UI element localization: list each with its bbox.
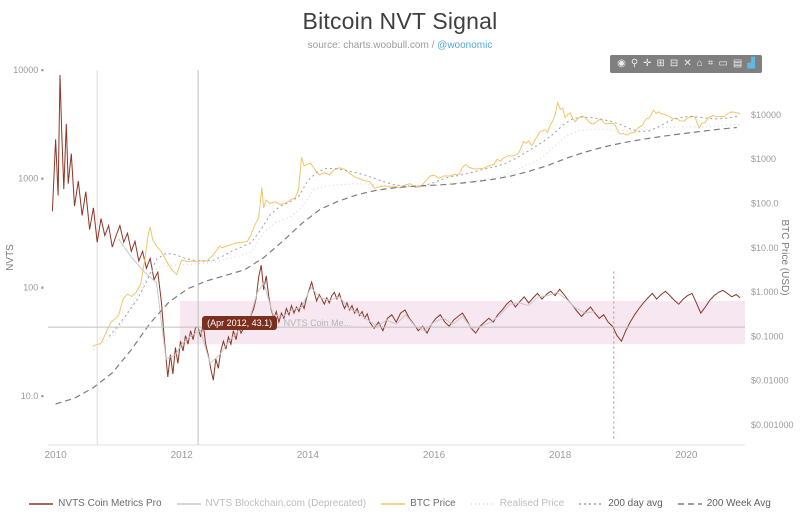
hover-tooltip: (Apr 2012, 43.1) NVTS Coin Me... (202, 316, 352, 331)
right-axis-title: BTC Price (USD) (779, 219, 790, 295)
legend-label-btc-price: BTC Price (410, 498, 456, 509)
zoom-out-icon[interactable]: ⊟ (669, 58, 679, 69)
legend-marker-realised-price (470, 502, 495, 505)
source-line: source: charts.woobull.com / @woonomic (0, 40, 800, 51)
left-tick-label: 100 ▪ (23, 282, 44, 292)
series-nvts-coin-metrics-pro (51, 74, 741, 381)
reset-axes-icon[interactable]: ⌂ (696, 58, 703, 69)
legend-marker-200-day-avg (579, 502, 604, 505)
right-tick-label: $0.1000 (751, 331, 784, 341)
legend-item-nvts-coin-metrics-pro[interactable]: NVTS Coin Metrics Pro (29, 498, 162, 509)
nvt-signal-chart: 2010 2012 2014 2016 2018 2020 10.0 ▪ 100 ▪ 1000 … (5, 65, 794, 461)
legend-marker-btc-price (381, 502, 406, 505)
right-tick-label: $10.00 (751, 243, 779, 253)
x-tick-label: 2012 (171, 450, 194, 461)
legend-label-realised-price: Realised Price (499, 498, 565, 509)
series-btc-price (92, 100, 741, 347)
zoom-icon[interactable]: ⚲ (630, 58, 639, 69)
series-nvts-blockchain-com-deprecated (118, 238, 595, 365)
legend-marker-200-week-avg (677, 502, 702, 505)
x-tick-label: 2014 (297, 450, 320, 461)
legend-label-nvts-blockchain-com-deprecated: NVTS Blockchain.com (Deprecated) (205, 498, 367, 509)
source-prefix: source: (307, 40, 341, 51)
legend-label-200-day-avg: 200 day avg (608, 498, 663, 509)
source-separator: / (431, 40, 435, 51)
left-tick-label: 10000 ▪ (13, 65, 44, 75)
tooltip-value: (Apr 2012, 43.1) (202, 316, 278, 331)
x-tick-label: 2010 (44, 450, 67, 461)
legend: NVTS Coin Metrics Pro NVTS Blockchain.com… (0, 498, 800, 509)
series-200-week-avg (55, 126, 737, 405)
right-tick-label: $10000 (751, 110, 781, 120)
legend-marker-nvts-blockchain-com-deprecated (176, 502, 201, 505)
right-tick-label: $0.001000 (751, 420, 794, 430)
pan-icon[interactable]: ✛ (643, 58, 652, 69)
x-tick-label: 2020 (675, 450, 698, 461)
left-axis-title: NVTS (5, 244, 16, 271)
camera-icon[interactable]: ◉ (617, 58, 626, 69)
right-tick-label: $0.01000 (751, 376, 789, 386)
tooltip-series-hint: NVTS Coin Me... (283, 318, 352, 329)
x-tick-label: 2018 (549, 450, 572, 461)
lasso-select-icon[interactable]: ✕ (683, 58, 692, 69)
source-site-link[interactable]: charts.woobull.com (343, 40, 429, 51)
legend-item-realised-price[interactable]: Realised Price (470, 498, 565, 509)
legend-label-200-week-avg: 200 Week Avg (706, 498, 771, 509)
modebar: ◉ ⚲ ✛ ⊞ ⊟ ✕ ⌂ ⌗ ▭ ▤ ▟ (610, 55, 762, 73)
left-tick-label: 1000 ▪ (18, 174, 44, 184)
toggle-spikelines-icon[interactable]: ⌗ (707, 58, 714, 69)
page-title: Bitcoin NVT Signal (302, 8, 498, 34)
legend-item-200-week-avg[interactable]: 200 Week Avg (677, 498, 771, 509)
zoom-in-icon[interactable]: ⊞ (656, 58, 665, 69)
right-tick-label: $100.0 (751, 198, 779, 208)
x-tick-label: 2016 (423, 450, 446, 461)
source-handle-link[interactable]: @woonomic (437, 40, 493, 51)
legend-label-nvts-coin-metrics-pro: NVTS Coin Metrics Pro (58, 498, 162, 509)
right-tick-label: $1.000 (751, 287, 779, 297)
hover-compare-icon[interactable]: ▤ (732, 58, 743, 69)
legend-item-200-day-avg[interactable]: 200 day avg (579, 498, 663, 509)
right-tick-label: $1000 (751, 154, 776, 164)
legend-item-btc-price[interactable]: BTC Price (381, 498, 456, 509)
chart-plot-area[interactable] (48, 70, 745, 445)
left-tick-label: 10.0 ▪ (21, 391, 44, 401)
hover-closest-icon[interactable]: ▭ (718, 58, 728, 69)
plotly-logo-icon[interactable]: ▟ (747, 58, 755, 69)
legend-item-nvts-blockchain-com-deprecated[interactable]: NVTS Blockchain.com (Deprecated) (176, 498, 367, 509)
legend-marker-nvts-coin-metrics-pro (29, 502, 54, 505)
